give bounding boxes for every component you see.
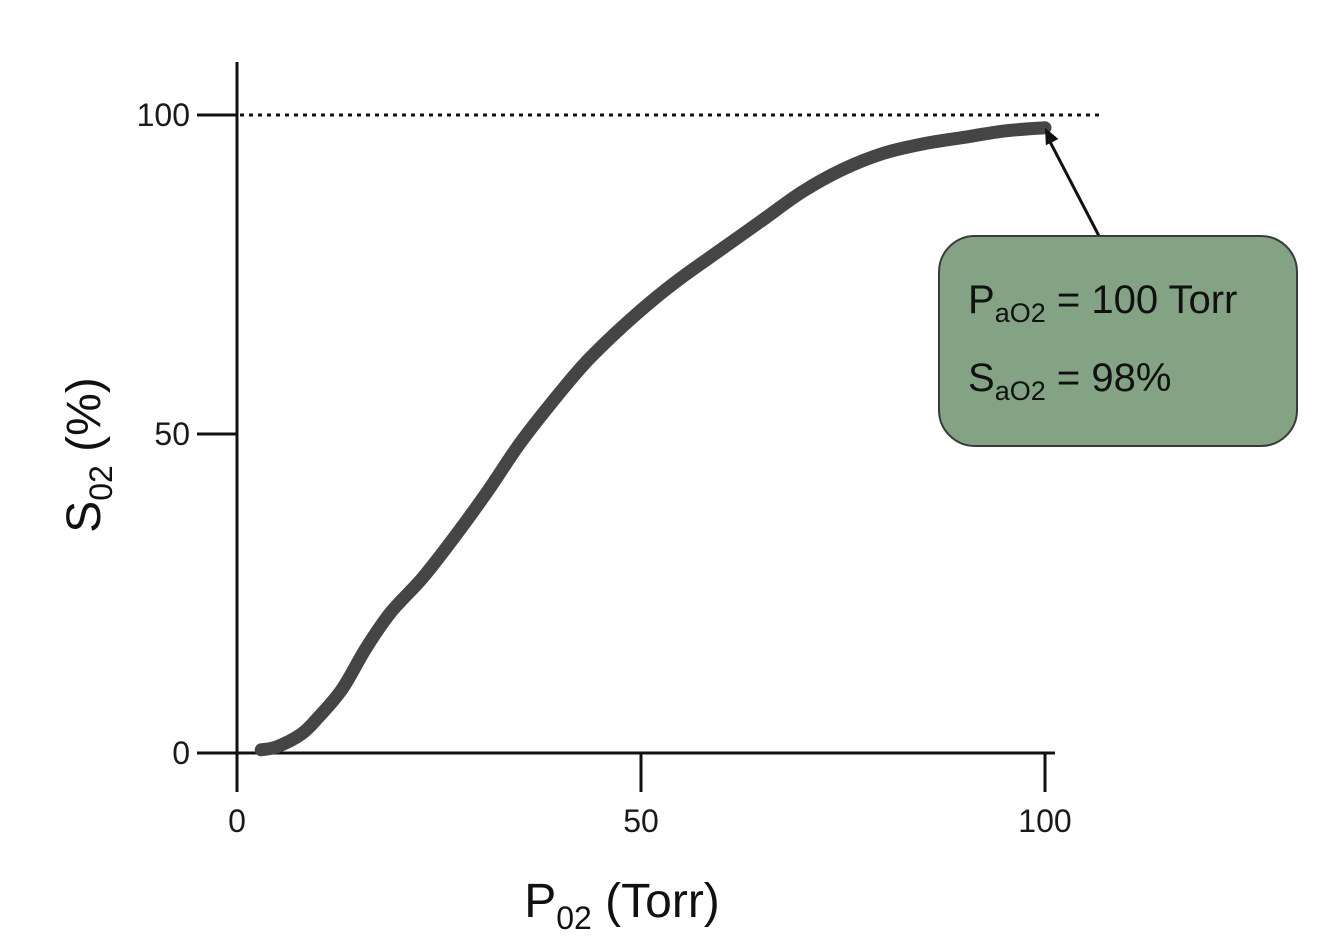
y-axis-title-unit: (%) [58,377,111,465]
pao2-sub: aO2 [995,298,1046,328]
pao2-value: = 100 Torr [1046,278,1238,322]
annotation-arrowhead [1045,127,1059,146]
sao2-value: = 98% [1046,356,1172,400]
annotation-line-sao2: SaO2 = 98% [968,356,1171,406]
x-axis-title: P02 (Torr) [524,875,720,936]
y-tick-label-100: 100 [137,97,190,133]
x-axis-title-unit: (Torr) [592,875,720,928]
pao2-main: P [968,278,995,322]
sao2-main: S [968,356,995,400]
x-tick-label-100: 100 [1018,803,1071,839]
y-axis-title-main: S [58,501,111,533]
y-axis-title-sub: 02 [83,465,119,501]
annotation-line-pao2: PaO2 = 100 Torr [968,278,1237,328]
annotation-box [938,235,1298,447]
y-tick-label-0: 0 [172,735,190,771]
x-axis-title-main: P [524,875,556,928]
axis-ticks: 0 50 100 0 50 100 [137,97,1072,839]
x-tick-label-50: 50 [623,803,659,839]
y-axis-title: S02 (%) [58,377,119,533]
annotation-arrow [1047,139,1101,237]
y-tick-label-50: 50 [154,416,190,452]
dissociation-curve [254,121,1052,757]
x-tick-label-0: 0 [228,803,246,839]
sao2-sub: aO2 [995,376,1046,406]
x-axis-title-sub: 02 [556,900,592,936]
